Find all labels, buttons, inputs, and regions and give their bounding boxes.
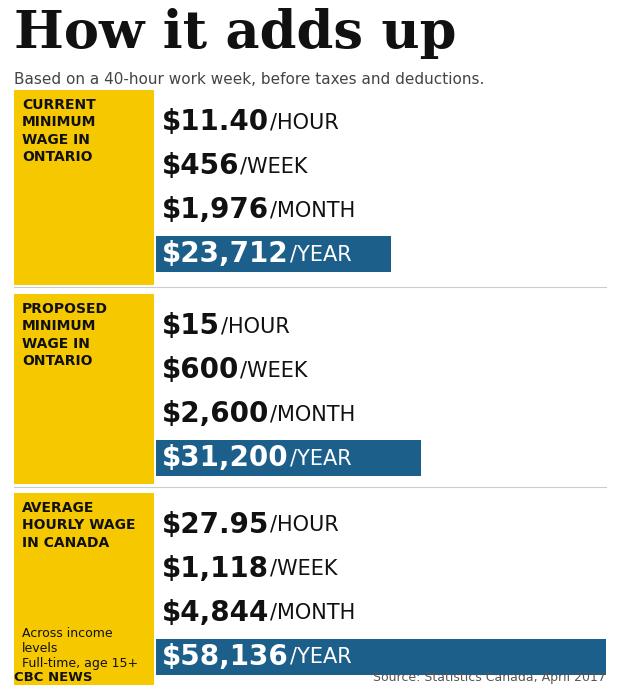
Text: $27.95: $27.95 (162, 511, 269, 539)
Text: CBC NEWS: CBC NEWS (14, 671, 92, 684)
Text: /YEAR: /YEAR (290, 647, 352, 667)
Text: /YEAR: /YEAR (290, 448, 352, 468)
Bar (156, 236, 391, 272)
Text: /YEAR: /YEAR (290, 244, 352, 264)
Text: $1,118: $1,118 (162, 555, 269, 583)
Text: /MONTH: /MONTH (270, 200, 355, 220)
Bar (14, 493, 154, 685)
Text: PROPOSED
MINIMUM
WAGE IN
ONTARIO: PROPOSED MINIMUM WAGE IN ONTARIO (22, 302, 108, 368)
Text: Source: Statistics Canada, April 2017: Source: Statistics Canada, April 2017 (373, 671, 606, 684)
Text: $58,136: $58,136 (162, 643, 289, 671)
Text: How it adds up: How it adds up (14, 8, 456, 59)
Bar (156, 639, 606, 675)
Text: $31,200: $31,200 (162, 444, 289, 472)
Text: /HOUR: /HOUR (270, 112, 339, 132)
Text: $2,600: $2,600 (162, 400, 269, 428)
Text: AVERAGE
HOURLY WAGE
IN CANADA: AVERAGE HOURLY WAGE IN CANADA (22, 501, 136, 549)
Text: $23,712: $23,712 (162, 240, 289, 268)
Text: CURRENT
MINIMUM
WAGE IN
ONTARIO: CURRENT MINIMUM WAGE IN ONTARIO (22, 98, 96, 164)
Text: /MONTH: /MONTH (270, 404, 356, 424)
Text: Full-time, age 15+: Full-time, age 15+ (22, 657, 138, 670)
Text: Based on a 40-hour work week, before taxes and deductions.: Based on a 40-hour work week, before tax… (14, 72, 484, 87)
Text: /WEEK: /WEEK (241, 156, 308, 176)
Bar (14, 90, 154, 285)
Text: /HOUR: /HOUR (270, 515, 339, 535)
Text: /WEEK: /WEEK (241, 360, 308, 380)
Bar (14, 294, 154, 484)
Text: Across income
levels: Across income levels (22, 627, 113, 655)
Text: $1,976: $1,976 (162, 196, 269, 224)
Text: $4,844: $4,844 (162, 599, 269, 627)
Text: /HOUR: /HOUR (221, 316, 290, 336)
Text: /WEEK: /WEEK (270, 559, 337, 579)
Bar (156, 440, 421, 476)
Text: $11.40: $11.40 (162, 108, 269, 136)
Text: $456: $456 (162, 152, 239, 180)
Text: $600: $600 (162, 356, 239, 384)
Text: $15: $15 (162, 312, 220, 340)
Text: /MONTH: /MONTH (270, 603, 356, 623)
